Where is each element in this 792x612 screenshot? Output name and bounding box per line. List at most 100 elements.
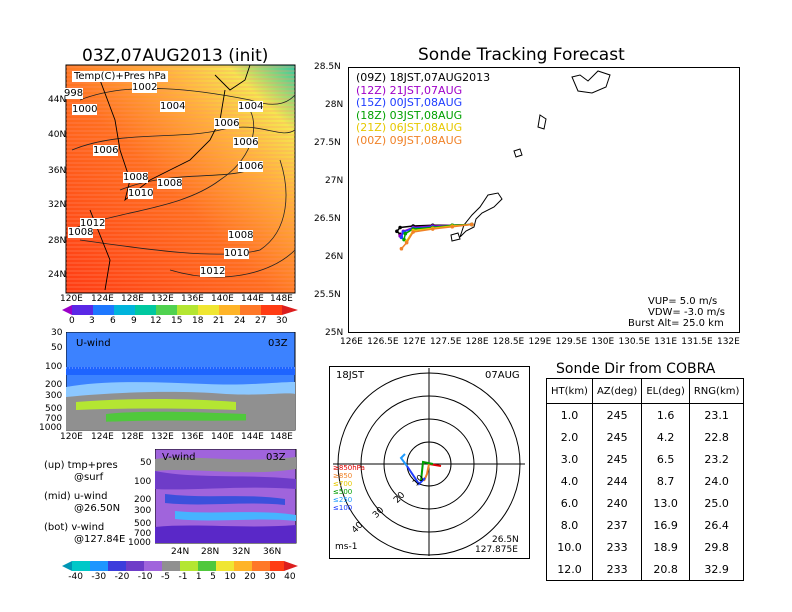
- colorbar-tick: 0: [69, 316, 75, 326]
- polar-level-legend: ≥850hPa ≥850 ≤700 ≤500 ≤250 ≤100: [333, 464, 365, 512]
- polar-lon: 127.875E: [475, 545, 518, 555]
- legend-entry: (12Z) 21JST,07AUG: [356, 83, 463, 97]
- isobar-label: 1012: [200, 266, 226, 277]
- lat-tick: 28N: [325, 100, 344, 110]
- track-point: [398, 225, 402, 230]
- track-point: [450, 224, 455, 229]
- wind-colorbar-ticks: -40 -30 -20 -10 -5 -1 1 5 10 20 30 40: [68, 572, 296, 582]
- colorbar-tick: 9: [131, 316, 137, 326]
- lon-tick: 140E: [211, 294, 234, 304]
- burst-text: Burst Alt= 25.0 km: [628, 318, 724, 329]
- table-row: 3.0 245 6.5 23.2: [546, 448, 745, 470]
- lat-tick: 28N: [48, 236, 67, 246]
- lon-tick: 128E: [121, 432, 144, 442]
- lat-tick: 27.5N: [314, 138, 341, 148]
- track-point: [411, 230, 415, 234]
- table-row: 4.0 244 8.7 24.0: [546, 470, 745, 492]
- map-title: 03Z,07AUG2013 (init): [82, 46, 269, 66]
- tracking-legend: (09Z) 18JST,07AUG2013 (12Z) 21JST,07AUG …: [356, 71, 491, 147]
- track-point: [403, 231, 408, 236]
- v-wind-time: 03Z: [266, 452, 286, 463]
- isobar-label: 1000: [72, 104, 98, 115]
- u-wind-time: 03Z: [268, 338, 288, 349]
- colorbar-tick: 21: [213, 316, 225, 326]
- level-tick: 50: [140, 458, 152, 468]
- isobar-label: 1008: [157, 178, 183, 189]
- track-point: [399, 235, 404, 240]
- lat-tick: 32N: [232, 547, 251, 557]
- track-point: [402, 237, 406, 242]
- isobar-label: 1004: [238, 101, 264, 112]
- isobar-label: 1008: [123, 172, 149, 183]
- lat-tick: 28.5N: [314, 62, 341, 72]
- note-line: @surf: [74, 472, 104, 483]
- isobar-label: 1010: [224, 248, 250, 259]
- lat-tick: 44N: [48, 95, 67, 105]
- legend-entry: (21Z) 06JST,08AUG: [356, 121, 463, 134]
- lon-tick: 144E: [241, 294, 264, 304]
- isobar-label: 1008: [228, 230, 254, 241]
- track-point: [430, 227, 435, 231]
- legend-entry: (18Z) 03JST,08AUG: [356, 108, 463, 122]
- col-header: RNG(km): [688, 378, 745, 404]
- u-wind-label: U-wind: [76, 338, 111, 349]
- colorbar-tick: 30: [276, 316, 288, 326]
- lat-tick: 27N: [325, 176, 344, 186]
- table-row: 2.0 245 4.2 22.8: [546, 426, 745, 448]
- v-wind-section: [155, 449, 297, 544]
- map-panel-label: Temp(C)+Pres hPa: [72, 71, 169, 82]
- note-line: (mid) u-wind: [44, 491, 108, 502]
- v-wind-label: V-wind: [162, 452, 196, 463]
- colorbar-tick: 27: [255, 316, 267, 326]
- lon-tick: 132E: [151, 432, 174, 442]
- level-tick: 200: [134, 495, 152, 505]
- lon-tick: 120E: [60, 432, 83, 442]
- track-point: [470, 222, 474, 227]
- level-tick: 500: [134, 519, 152, 529]
- isobar-label: 1010: [128, 188, 154, 199]
- isobar-label: 1006: [214, 118, 240, 129]
- colorbar-tick: 15: [171, 316, 183, 326]
- level-tick: 1000: [39, 423, 62, 433]
- lat-tick: 36N: [48, 166, 67, 176]
- lat-tick: 25N: [325, 328, 344, 338]
- isobar-label: 998: [64, 88, 84, 99]
- tracking-lon-ticks: 126E 126.5E 127E 127.5E 128E 128.5E 129E 129.5E…: [340, 337, 740, 347]
- lon-tick: 120E: [60, 294, 83, 304]
- vdw-text: VDW= -3.0 m/s: [648, 307, 725, 318]
- colorbar-tick: 6: [110, 316, 116, 326]
- table-row: 10.0 233 18.9 29.8: [546, 536, 745, 558]
- level-tick: 1000: [128, 538, 151, 548]
- lon-tick: 144E: [241, 432, 264, 442]
- isobar-label: 1006: [93, 145, 119, 156]
- lon-tick: 128E: [121, 294, 144, 304]
- lat-tick: 28N: [201, 547, 220, 557]
- wind-colorbar: [62, 561, 298, 571]
- islands: [450, 70, 611, 242]
- tracking-title: Sonde Tracking Forecast: [418, 45, 625, 65]
- lon-tick: 136E: [181, 432, 204, 442]
- colorbar-tick: 24: [234, 316, 246, 326]
- polar-date: 07AUG: [485, 370, 520, 381]
- vup-text: VUP= 5.0 m/s: [648, 296, 718, 307]
- legend-entry: (09Z) 18JST,07AUG2013: [356, 71, 491, 84]
- isobar-label: 1004: [160, 101, 186, 112]
- legend-entry: (00Z) 09JST,08AUG: [356, 133, 463, 147]
- sonde-table: HT(km) AZ(deg) EL(deg) RNG(km) 1.0 245 1.6…: [546, 378, 745, 581]
- level-tick: 300: [134, 506, 152, 516]
- table-title: Sonde Dir from COBRA: [556, 361, 716, 377]
- lat-tick: 36N: [263, 547, 282, 557]
- level-tick: 100: [45, 362, 63, 372]
- lon-tick: 124E: [91, 294, 114, 304]
- colorbar-tick: 18: [192, 316, 204, 326]
- lon-tick: 140E: [211, 432, 234, 442]
- isobar-label: 1006: [238, 161, 264, 172]
- note-line: @26.50N: [74, 503, 121, 514]
- isobar-label: 1002: [132, 82, 158, 93]
- table-row: 8.0 237 16.9 26.4: [546, 514, 745, 536]
- track-lines: [395, 222, 474, 251]
- note-line: (bot) v-wind: [44, 522, 105, 533]
- level-tick: 100: [134, 477, 152, 487]
- level-tick: 50: [51, 343, 63, 353]
- level-tick: 30: [51, 328, 63, 338]
